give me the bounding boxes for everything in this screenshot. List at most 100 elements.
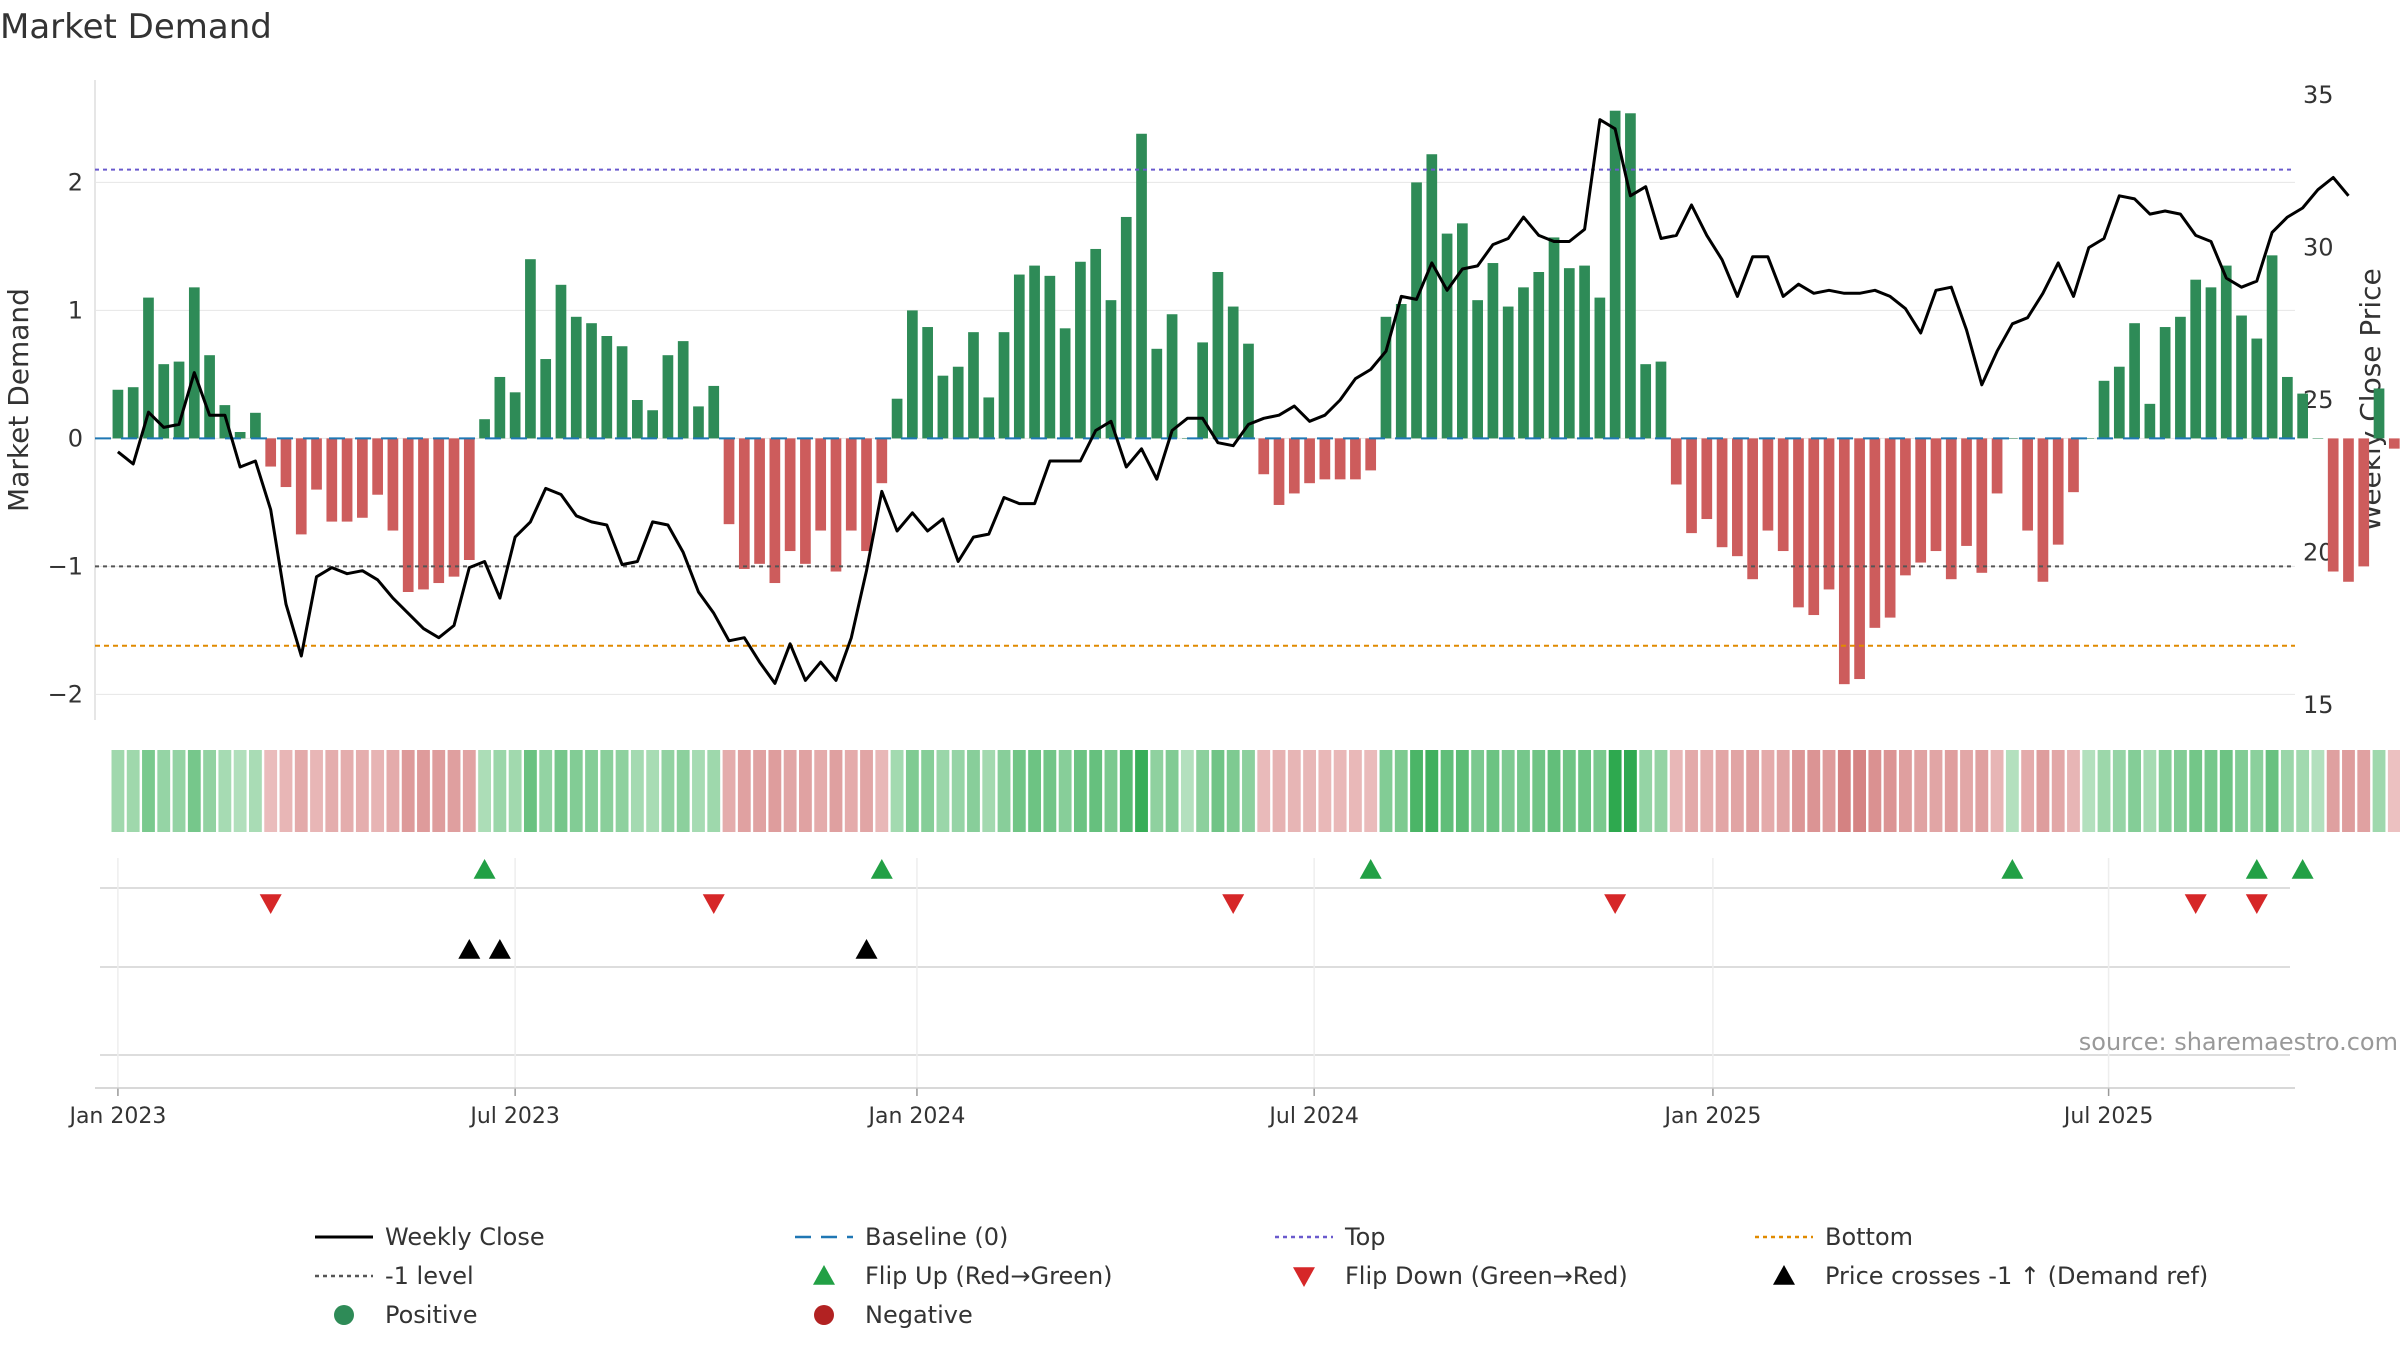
- heat-cell: [1104, 750, 1118, 832]
- heat-cell: [1135, 750, 1148, 832]
- heat-cell: [1669, 750, 1683, 832]
- heat-cell: [615, 750, 629, 832]
- heat-cell: [2174, 750, 2187, 832]
- demand-bar: [815, 438, 827, 531]
- y-axis-label: Market Demand: [2, 288, 35, 512]
- demand-bar: [601, 336, 613, 439]
- heat-cell: [1471, 750, 1485, 832]
- x-tick-label: Jul 2025: [2062, 1104, 2154, 1129]
- heat-cell: [1822, 750, 1836, 832]
- demand-bar: [1976, 438, 1988, 573]
- heat-cell: [1944, 750, 1958, 832]
- flip-down-marker: [259, 894, 282, 914]
- heat-cell: [203, 750, 216, 832]
- legend-tri-down-swatch: [1293, 1267, 1315, 1287]
- heat-cell: [1929, 750, 1943, 832]
- heat-cell: [844, 750, 858, 832]
- heat-cell: [218, 750, 232, 832]
- heat-cell: [1960, 750, 1973, 832]
- demand-bar: [1686, 438, 1697, 534]
- heat-cell: [722, 750, 736, 832]
- heat-cell: [2387, 750, 2400, 832]
- heat-cell: [630, 750, 644, 832]
- legend-tri-up-swatch: [1773, 1265, 1795, 1285]
- demand-bar: [540, 359, 552, 439]
- demand-bar: [2388, 438, 2400, 449]
- heat-cell: [890, 750, 904, 832]
- demand-bar: [1411, 182, 1422, 439]
- y-tick-label: 1: [68, 296, 83, 324]
- y-tick-label: −1: [48, 552, 83, 580]
- heat-cell: [294, 750, 308, 832]
- demand-bar: [2358, 438, 2370, 567]
- heat-cell: [493, 750, 507, 832]
- demand-bar: [341, 438, 353, 522]
- demand-bar: [2343, 438, 2354, 582]
- heat-cell: [676, 750, 690, 832]
- demand-bar: [2144, 403, 2156, 439]
- demand-bar: [937, 375, 949, 439]
- heat-cell: [1593, 750, 1607, 832]
- weekly-close-line: [116, 118, 2350, 685]
- demand-bar: [1762, 438, 1774, 531]
- heat-cell: [1012, 750, 1026, 832]
- heat-cell: [2326, 750, 2340, 832]
- heat-cell: [814, 750, 828, 832]
- heat-cell: [264, 750, 278, 832]
- legend-label: Bottom: [1825, 1223, 1913, 1251]
- heat-cell: [1211, 750, 1225, 832]
- demand-bar: [1838, 438, 1850, 685]
- heat-cell: [1379, 750, 1393, 832]
- demand-bar: [800, 438, 811, 564]
- heat-cell: [905, 750, 919, 832]
- heat-cell: [2021, 750, 2035, 832]
- y-tick-label: 0: [68, 424, 83, 452]
- heat-cell: [462, 750, 476, 832]
- demand-bar: [1533, 272, 1545, 439]
- flip-down-marker: [1604, 894, 1627, 914]
- heat-cell: [1165, 750, 1179, 832]
- demand-bar: [2373, 388, 2385, 439]
- flip-up-marker: [2245, 859, 2268, 879]
- heat-cell: [1990, 750, 2004, 832]
- legend-label: Flip Down (Green→Red): [1345, 1262, 1628, 1290]
- demand-bar: [632, 400, 643, 439]
- demand-bar: [1869, 438, 1881, 628]
- heat-cell: [2005, 750, 2019, 832]
- demand-bar: [1151, 348, 1163, 439]
- demand-bar: [2327, 438, 2339, 572]
- demand-bar: [433, 438, 445, 584]
- demand-bar: [1915, 438, 1927, 563]
- heat-cell: [2051, 750, 2065, 832]
- heat-cell: [1868, 750, 1882, 832]
- demand-bar: [1120, 216, 1132, 439]
- flip-up-marker: [870, 859, 893, 879]
- demand-bar: [1227, 306, 1239, 439]
- demand-bar: [1288, 438, 1300, 494]
- heat-cell: [1364, 750, 1378, 832]
- demand-bar: [998, 332, 1010, 439]
- heat-cell: [2097, 750, 2111, 832]
- x-tick-label: Jan 2024: [866, 1104, 965, 1129]
- demand-bar: [693, 406, 704, 439]
- heat-cell: [2067, 750, 2080, 832]
- demand-bar: [2007, 438, 2018, 439]
- demand-bar: [1304, 438, 1315, 484]
- legend-label: Positive: [385, 1301, 478, 1329]
- heat-cell: [1287, 750, 1301, 832]
- heat-cell: [2143, 750, 2157, 832]
- demand-bar: [2282, 376, 2293, 439]
- heat-cell: [1410, 750, 1423, 832]
- demand-bar: [1029, 265, 1040, 439]
- heat-cell: [753, 750, 766, 832]
- demand-bar: [1365, 438, 1377, 471]
- heat-cell: [768, 750, 782, 832]
- demand-bar: [570, 316, 582, 439]
- heat-cell: [1807, 750, 1821, 832]
- heat-cell: [187, 750, 201, 832]
- demand-bar: [784, 438, 796, 552]
- y-tick-label: −2: [48, 680, 83, 708]
- legend-tri-up-swatch: [813, 1265, 835, 1285]
- heat-cell: [921, 750, 935, 832]
- heat-cell: [2036, 750, 2050, 832]
